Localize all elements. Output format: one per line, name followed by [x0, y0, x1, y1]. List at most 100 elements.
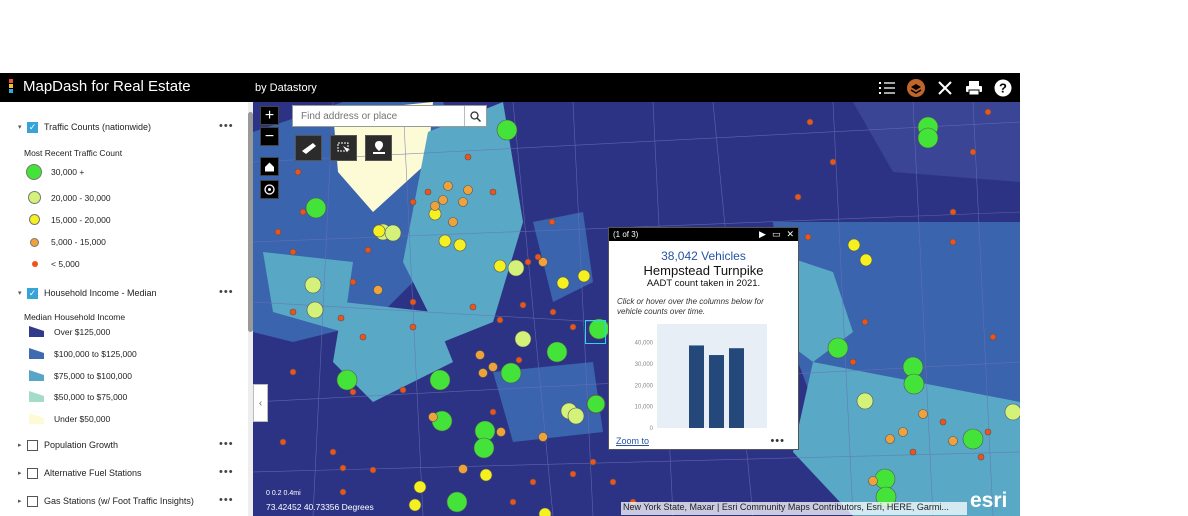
- traffic-count-point[interactable]: [408, 498, 422, 512]
- traffic-count-point[interactable]: [443, 181, 453, 191]
- caret-down-icon[interactable]: ▾: [18, 290, 22, 297]
- traffic-count-point[interactable]: [949, 208, 957, 216]
- traffic-count-point[interactable]: [349, 278, 357, 286]
- traffic-count-point[interactable]: [429, 369, 451, 391]
- traffic-count-point[interactable]: [464, 153, 472, 161]
- traffic-count-point[interactable]: [538, 507, 552, 516]
- traffic-count-point[interactable]: [306, 301, 324, 319]
- traffic-count-point[interactable]: [469, 303, 477, 311]
- traffic-count-point[interactable]: [514, 330, 532, 348]
- traffic-count-point[interactable]: [448, 217, 458, 227]
- traffic-count-point[interactable]: [279, 438, 287, 446]
- traffic-count-point[interactable]: [984, 428, 992, 436]
- traffic-count-point[interactable]: [534, 253, 542, 261]
- traffic-count-point[interactable]: [488, 362, 498, 372]
- layer-traffic-counts[interactable]: ▾ ✓ Traffic Counts (nationwide): [18, 120, 151, 134]
- layer-alternative-fuel[interactable]: ▸ Alternative Fuel Stations: [18, 466, 142, 480]
- layer-checkbox[interactable]: ✓: [27, 121, 38, 133]
- traffic-count-point[interactable]: [289, 308, 297, 316]
- traffic-count-point[interactable]: [849, 358, 857, 366]
- traffic-count-point[interactable]: [969, 148, 977, 156]
- layer-checkbox[interactable]: [27, 467, 38, 479]
- traffic-count-point[interactable]: [496, 316, 504, 324]
- locate-button[interactable]: [260, 180, 279, 199]
- traffic-count-point[interactable]: [984, 108, 992, 116]
- sidebar-scrollbar[interactable]: [248, 102, 253, 516]
- traffic-count-point[interactable]: [859, 253, 873, 267]
- layer-household-income[interactable]: ▾ ✓ Household Income - Median: [18, 286, 157, 300]
- traffic-count-point[interactable]: [519, 301, 527, 309]
- traffic-count-point[interactable]: [548, 218, 556, 226]
- traffic-count-point[interactable]: [458, 197, 468, 207]
- traffic-count-point[interactable]: [453, 238, 467, 252]
- zoom-in-button[interactable]: +: [260, 106, 279, 125]
- caret-down-icon[interactable]: ▾: [18, 124, 22, 131]
- selected-traffic-point[interactable]: [586, 394, 606, 414]
- income-polygon[interactable]: [403, 102, 523, 342]
- traffic-count-point[interactable]: [349, 388, 357, 396]
- help-icon[interactable]: ?: [991, 76, 1014, 99]
- traffic-count-point[interactable]: [549, 308, 557, 316]
- traffic-count-point[interactable]: [917, 127, 939, 149]
- traffic-count-point[interactable]: [556, 276, 570, 290]
- tools-icon[interactable]: [933, 76, 956, 99]
- layers-icon[interactable]: [904, 76, 927, 99]
- close-icon[interactable]: ✕: [786, 229, 794, 239]
- home-button[interactable]: [260, 157, 279, 176]
- traffic-count-point[interactable]: [475, 350, 485, 360]
- traffic-count-point[interactable]: [274, 228, 282, 236]
- chart-bar[interactable]: [709, 355, 724, 428]
- traffic-count-point[interactable]: [373, 285, 383, 295]
- traffic-count-point[interactable]: [339, 464, 347, 472]
- traffic-count-point[interactable]: [524, 258, 532, 266]
- zoom-to-link[interactable]: Zoom to: [616, 436, 650, 446]
- traffic-count-point[interactable]: [413, 480, 427, 494]
- dock-icon[interactable]: ▭: [771, 229, 781, 239]
- select-tool-button[interactable]: [330, 135, 357, 161]
- traffic-count-point[interactable]: [496, 119, 518, 141]
- traffic-count-point[interactable]: [463, 185, 473, 195]
- traffic-count-point[interactable]: [336, 369, 358, 391]
- scrollbar-thumb[interactable]: [248, 112, 253, 332]
- traffic-count-point[interactable]: [918, 409, 928, 419]
- traffic-count-point[interactable]: [989, 333, 997, 341]
- traffic-count-point[interactable]: [337, 314, 345, 322]
- traffic-count-point[interactable]: [438, 234, 452, 248]
- traffic-count-point[interactable]: [458, 464, 468, 474]
- traffic-count-point[interactable]: [515, 356, 523, 364]
- popup-more-button[interactable]: •••: [770, 435, 785, 447]
- income-polygon[interactable]: [793, 362, 1020, 516]
- list-icon[interactable]: [875, 76, 898, 99]
- traffic-count-point[interactable]: [409, 323, 417, 331]
- layer-options-button[interactable]: •••: [219, 286, 234, 298]
- chart-bar[interactable]: [689, 345, 704, 428]
- traffic-count-point[interactable]: [493, 259, 507, 273]
- traffic-count-point[interactable]: [567, 407, 585, 425]
- traffic-count-point[interactable]: [478, 368, 488, 378]
- traffic-count-point[interactable]: [874, 468, 896, 490]
- layer-population-growth[interactable]: ▸ Population Growth: [18, 438, 118, 452]
- traffic-count-point[interactable]: [577, 269, 591, 283]
- traffic-count-point[interactable]: [829, 158, 837, 166]
- layer-checkbox[interactable]: [27, 495, 38, 507]
- traffic-count-point[interactable]: [806, 118, 814, 126]
- traffic-count-point[interactable]: [1004, 403, 1020, 421]
- traffic-count-point[interactable]: [299, 208, 307, 216]
- traffic-count-point[interactable]: [847, 238, 861, 252]
- traffic-count-point[interactable]: [496, 427, 506, 437]
- traffic-count-point[interactable]: [305, 197, 327, 219]
- traffic-count-point[interactable]: [909, 448, 917, 456]
- next-feature-icon[interactable]: ▶: [759, 229, 766, 239]
- traffic-count-point[interactable]: [962, 428, 984, 450]
- search-box[interactable]: [292, 105, 487, 127]
- traffic-count-point[interactable]: [489, 188, 497, 196]
- layer-checkbox[interactable]: [27, 439, 38, 451]
- traffic-count-point[interactable]: [500, 362, 522, 384]
- traffic-count-point[interactable]: [939, 418, 947, 426]
- traffic-count-point[interactable]: [489, 408, 497, 416]
- traffic-count-point[interactable]: [409, 298, 417, 306]
- traffic-count-point[interactable]: [289, 248, 297, 256]
- layer-gas-stations[interactable]: ▸ Gas Stations (w/ Foot Traffic Insights…: [18, 494, 194, 508]
- traffic-count-point[interactable]: [609, 478, 617, 486]
- traffic-count-point[interactable]: [529, 478, 537, 486]
